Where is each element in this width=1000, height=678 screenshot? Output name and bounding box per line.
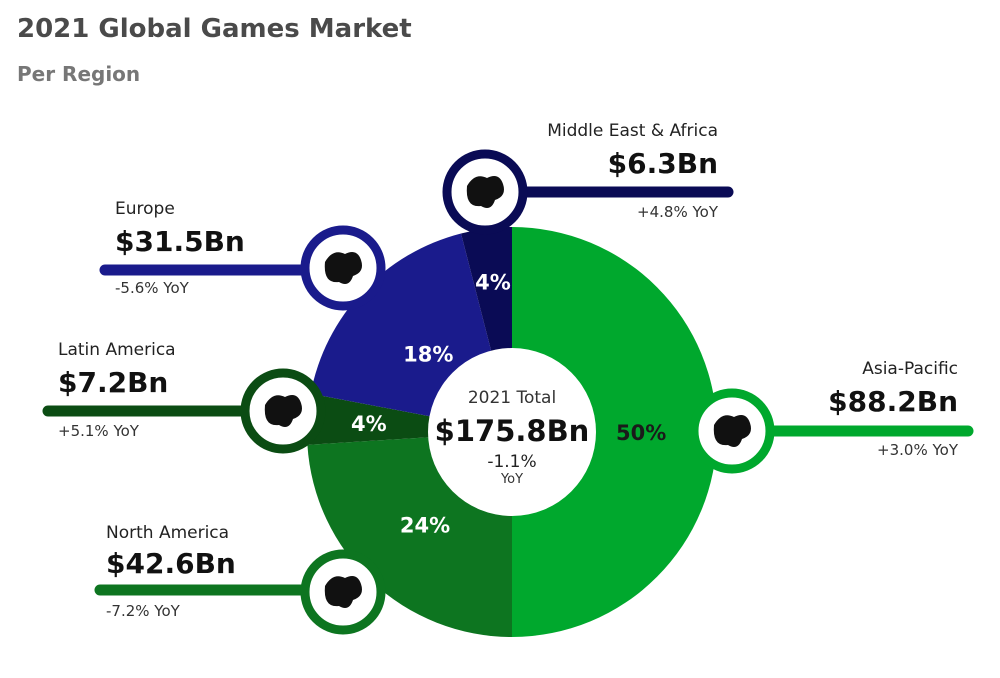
percent-label-north-america: 24% bbox=[400, 514, 450, 538]
north-america-map-icon bbox=[324, 576, 362, 608]
percent-label-latin-america: 4% bbox=[351, 412, 387, 436]
region-name-asia-pacific: Asia-Pacific bbox=[862, 359, 958, 379]
region-yoy-north-america: -7.2% YoY bbox=[106, 602, 181, 620]
center-total-change-suffix: YoY bbox=[500, 472, 523, 487]
region-yoy-europe: -5.6% YoY bbox=[115, 279, 190, 297]
percent-label-europe: 18% bbox=[403, 342, 453, 366]
slice-asia-pacific bbox=[512, 227, 717, 637]
region-value-latin-america: $7.2Bn bbox=[58, 366, 168, 399]
center-total-change: -1.1% bbox=[487, 452, 536, 472]
chart-subtitle: Per Region bbox=[17, 62, 141, 86]
region-value-middle-east-and-africa: $6.3Bn bbox=[608, 147, 718, 180]
europe-map-icon bbox=[324, 252, 362, 284]
africa-map-icon bbox=[466, 176, 504, 208]
region-name-north-america: North America bbox=[106, 523, 229, 543]
percent-label-middle-east-and-africa: 4% bbox=[475, 270, 511, 294]
percent-label-asia-pacific: 50% bbox=[616, 421, 666, 445]
region-value-asia-pacific: $88.2Bn bbox=[828, 385, 958, 418]
region-value-europe: $31.5Bn bbox=[115, 225, 245, 258]
region-name-latin-america: Latin America bbox=[58, 340, 176, 360]
latin-america-map-icon bbox=[264, 395, 302, 427]
region-name-middle-east-and-africa: Middle East & Africa bbox=[547, 121, 718, 141]
center-total: 2021 Total $175.8Bn -1.1% YoY bbox=[428, 348, 596, 516]
center-total-label: 2021 Total bbox=[468, 388, 556, 408]
asia-pacific-map-icon bbox=[713, 415, 751, 447]
region-name-europe: Europe bbox=[115, 199, 175, 219]
region-value-north-america: $42.6Bn bbox=[106, 547, 236, 580]
region-yoy-asia-pacific: +3.0% YoY bbox=[877, 441, 959, 459]
region-yoy-middle-east-and-africa: +4.8% YoY bbox=[637, 203, 719, 221]
region-yoy-latin-america: +5.1% YoY bbox=[58, 422, 140, 440]
chart-title: 2021 Global Games Market bbox=[17, 14, 412, 44]
center-total-value: $175.8Bn bbox=[435, 414, 590, 448]
